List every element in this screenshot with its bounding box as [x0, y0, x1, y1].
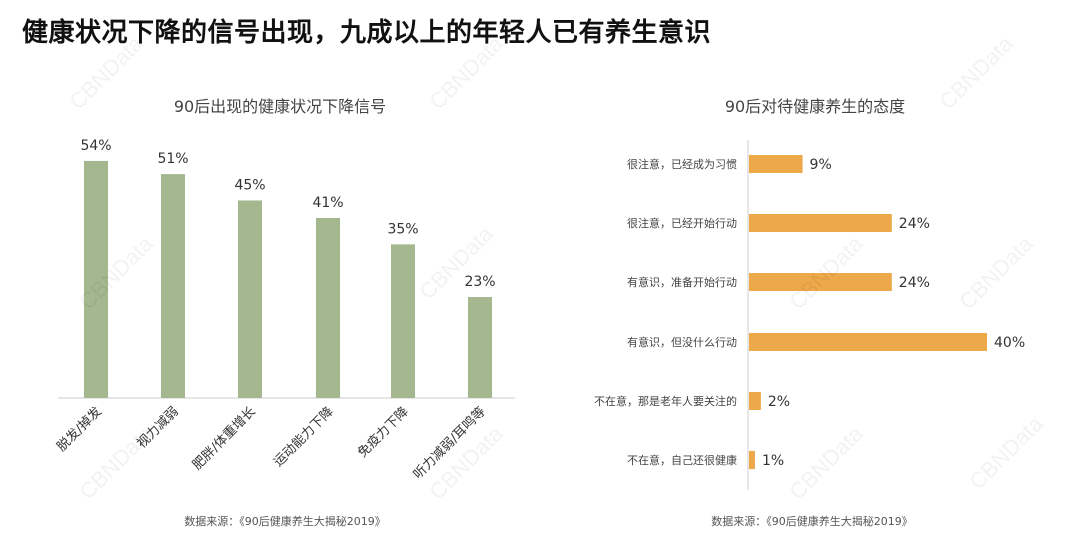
right-value-label: 2%	[768, 394, 790, 410]
left-category-label: 免疫力下降	[355, 404, 412, 461]
right-category-label: 很注意，已经成为习惯	[627, 157, 737, 171]
left-bar	[161, 174, 185, 398]
left-value-label: 23%	[464, 274, 495, 290]
page-title: 健康状况下降的信号出现，九成以上的年轻人已有养生意识	[22, 18, 712, 48]
right-bar	[749, 392, 761, 410]
right-bar	[749, 155, 803, 173]
right-category-label: 不在意，自己还很健康	[627, 453, 737, 467]
left-value-label: 35%	[387, 221, 418, 237]
right-category-label: 有意识，准备开始行动	[627, 275, 737, 289]
right-value-label: 9%	[810, 157, 832, 173]
right-source-note: 数据来源：《90后健康养生大揭秘2019》	[711, 515, 913, 528]
left-value-label: 54%	[80, 138, 111, 154]
left-source-note: 数据来源：《90后健康养生大揭秘2019》	[184, 515, 386, 528]
left-value-label: 51%	[157, 151, 188, 167]
right-bar	[749, 273, 892, 291]
left-category-label: 听力减弱/耳鸣等	[410, 404, 489, 483]
right-bar	[749, 451, 755, 469]
right-value-label: 40%	[994, 335, 1025, 351]
right-category-label: 很注意，已经开始行动	[627, 216, 737, 230]
left-bar	[84, 160, 108, 398]
right-bar	[749, 333, 987, 351]
right-value-label: 24%	[899, 216, 930, 232]
left-category-label: 脱发/掉发	[54, 404, 105, 455]
left-value-label: 41%	[312, 195, 343, 211]
right-category-label: 不在意，那是老年人要关注的	[594, 394, 737, 408]
right-value-label: 1%	[762, 453, 784, 469]
left-bar	[468, 297, 492, 398]
left-category-label: 视力减弱	[134, 404, 181, 451]
right-value-label: 24%	[899, 275, 930, 291]
left-category-label: 运动能力下降	[271, 404, 337, 470]
left-bar	[391, 244, 415, 398]
left-bar	[238, 200, 262, 398]
left-value-label: 45%	[234, 177, 265, 193]
left-bar	[316, 218, 340, 398]
right-category-label: 有意识，但没什么行动	[627, 335, 737, 349]
right-chart-title: 90后对待健康养生的态度	[724, 97, 906, 116]
left-category-label: 肥胖/体重增长	[189, 404, 259, 474]
right-bar	[749, 214, 892, 232]
left-chart-title: 90后出现的健康状况下降信号	[173, 97, 387, 116]
